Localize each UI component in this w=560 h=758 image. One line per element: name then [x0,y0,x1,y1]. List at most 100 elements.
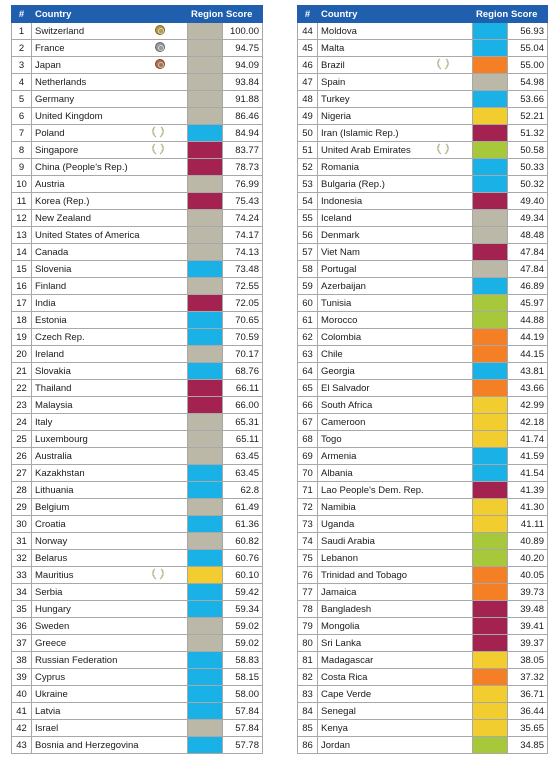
table-row: 19 Czech Rep. 70.59 [11,328,263,346]
table-row: 41 Latvia 57.84 [11,702,263,720]
country-cell: Cameroon [317,413,473,431]
country-cell: Lebanon [317,549,473,567]
score-cell: 44.15 [507,345,548,363]
table-row: 48 Turkey 53.66 [297,90,548,108]
country-name: Bosnia and Herzegovina [35,739,139,751]
score-cell: 34.85 [507,736,548,754]
score-cell: 37.32 [507,668,548,686]
rank-cell: 72 [297,498,318,516]
country-cell: New Zealand [31,209,188,227]
table-row: 60 Tunisia 45.97 [297,294,548,312]
country-name: India [35,297,56,309]
score-cell: 52.21 [507,107,548,125]
region-color-cell [187,22,223,40]
rank-cell: 12 [11,209,32,227]
country-name: Serbia [35,586,63,598]
country-cell: Viet Nam [317,243,473,261]
rank-cell: 80 [297,634,318,652]
rank-cell: 75 [297,549,318,567]
table-row: 26 Australia 63.45 [11,447,263,465]
country-name: Cameroon [321,416,366,428]
country-cell: Lao People's Dem. Rep. [317,481,473,499]
score-cell: 42.18 [507,413,548,431]
country-cell: Colombia [317,328,473,346]
country-name: Austria [35,178,65,190]
country-name: Portugal [321,263,357,275]
region-color-cell [472,277,508,295]
country-name: Cape Verde [321,688,372,700]
table-row: 67 Cameroon 42.18 [297,413,548,431]
table-row: 34 Serbia 59.42 [11,583,263,601]
rank-cell: 3 [11,56,32,74]
country-cell: Turkey [317,90,473,108]
country-name: Thailand [35,382,72,394]
country-cell: Greece [31,634,188,652]
region-color-cell [187,532,223,550]
table-row: 30 Croatia 61.36 [11,515,263,533]
table-row: 35 Hungary 59.34 [11,600,263,618]
country-name: Romania [321,161,360,173]
country-cell: Cyprus [31,668,188,686]
country-cell: Bulgaria (Rep.) [317,175,473,193]
country-name: Belgium [35,501,70,513]
country-cell: Denmark [317,226,473,244]
rank-cell: 49 [297,107,318,125]
rank-cell: 62 [297,328,318,346]
region-color-cell [187,175,223,193]
region-color-cell [472,617,508,635]
score-cell: 83.77 [222,141,263,159]
rank-cell: 53 [297,175,318,193]
score-cell: 58.83 [222,651,263,669]
table-row: 12 New Zealand 74.24 [11,209,263,227]
score-cell: 46.89 [507,277,548,295]
rank-cell: 34 [11,583,32,601]
table-row: 9 China (People's Rep.) 78.73 [11,158,263,176]
country-cell: Namibia [317,498,473,516]
region-color-cell [187,328,223,346]
country-cell: Portugal [317,260,473,278]
country-cell: Slovakia [31,362,188,380]
rank-cell: 33 [11,566,32,584]
country-cell: Mongolia [317,617,473,635]
bronze-medal-icon [155,59,165,69]
country-cell: Japan [31,56,188,74]
table-body-left: 1 Switzerland 100.00 2 France 94.75 3 Japan 94.0… [11,22,263,754]
table-row: 42 Israel 57.84 [11,719,263,737]
rank-cell: 85 [297,719,318,737]
region-color-cell [472,719,508,737]
table-row: 58 Portugal 47.84 [297,260,548,278]
score-cell: 42.99 [507,396,548,414]
rank-cell: 64 [297,362,318,380]
table-row: 46 Brazil 55.00 [297,56,548,74]
score-cell: 47.84 [507,243,548,261]
region-color-cell [187,226,223,244]
table-row: 38 Russian Federation 58.83 [11,651,263,669]
header-rank: # [297,5,318,23]
table-row: 3 Japan 94.09 [11,56,263,74]
score-cell: 59.42 [222,583,263,601]
country-name: Czech Rep. [35,331,85,343]
table-row: 64 Georgia 43.81 [297,362,548,380]
region-color-cell [187,158,223,176]
score-cell: 50.33 [507,158,548,176]
region-color-cell [472,39,508,57]
table-row: 7 Poland 84.94 [11,124,263,142]
score-cell: 74.24 [222,209,263,227]
score-cell: 57.78 [222,736,263,754]
region-color-cell [472,243,508,261]
country-name: Morocco [321,314,358,326]
region-color-cell [472,583,508,601]
country-cell: Iran (Islamic Rep.) [317,124,473,142]
rank-cell: 58 [297,260,318,278]
country-cell: China (People's Rep.) [31,158,188,176]
country-cell: Czech Rep. [31,328,188,346]
country-cell: Costa Rica [317,668,473,686]
score-cell: 55.00 [507,56,548,74]
score-cell: 60.82 [222,532,263,550]
score-cell: 74.13 [222,243,263,261]
country-cell: Jordan [317,736,473,754]
country-name: Italy [35,416,53,428]
region-color-cell [472,56,508,74]
score-cell: 47.84 [507,260,548,278]
table-row: 40 Ukraine 58.00 [11,685,263,703]
